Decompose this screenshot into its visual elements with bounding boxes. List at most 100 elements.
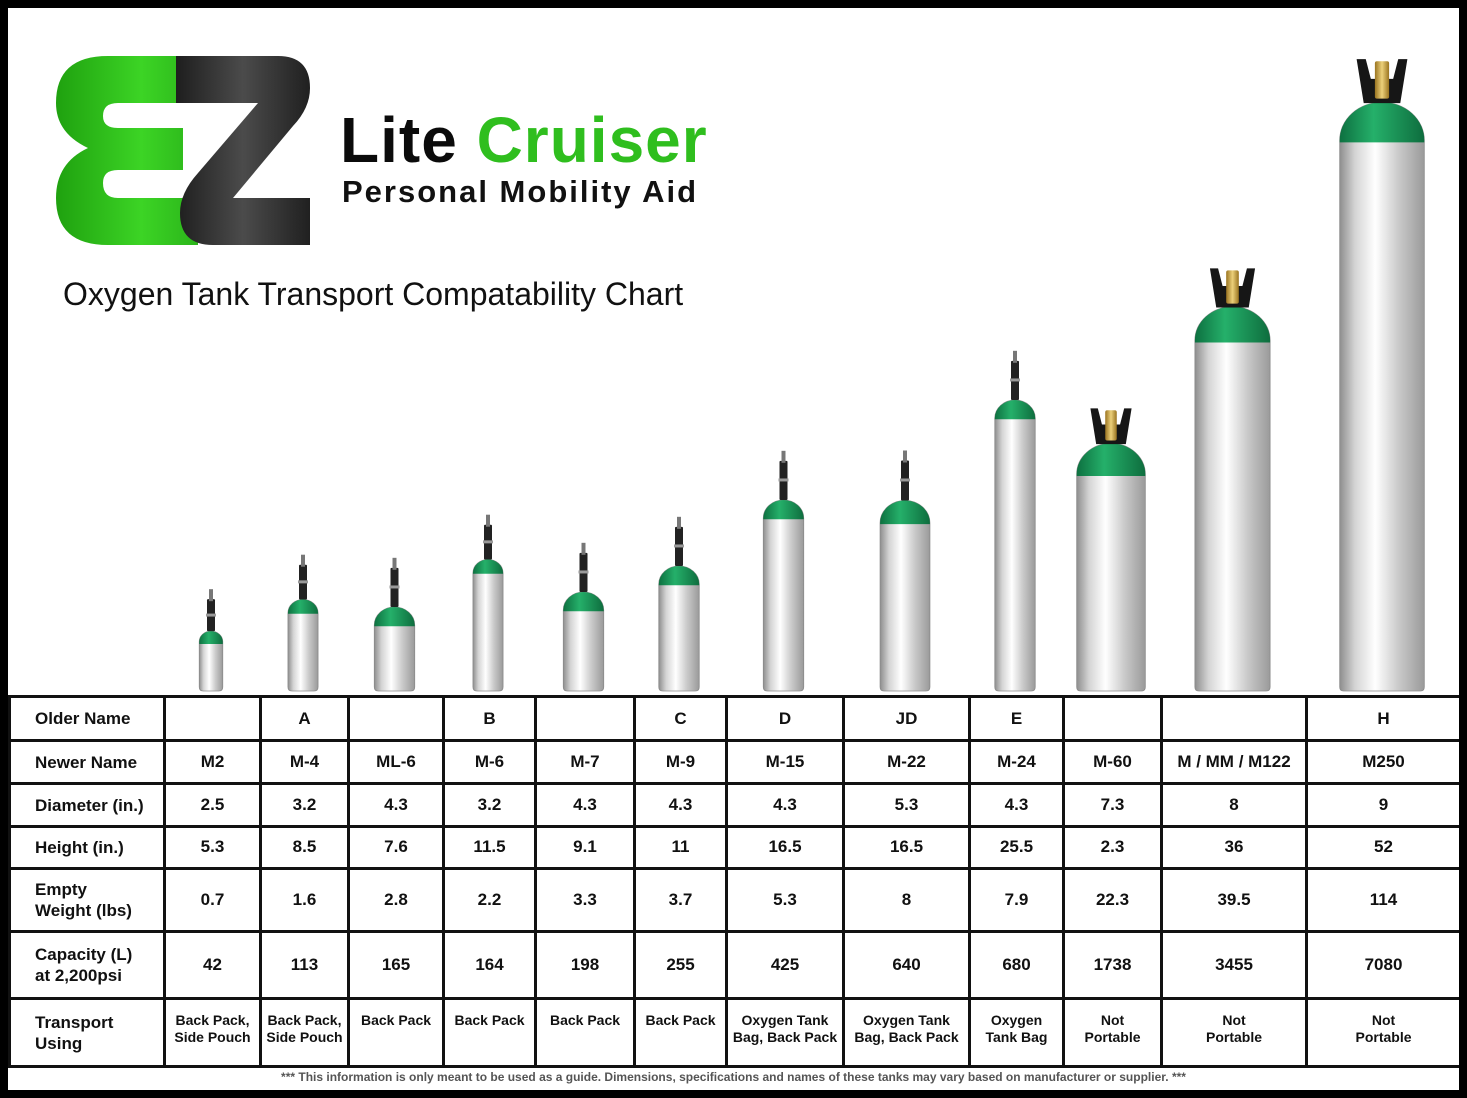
cell-height: 16.5	[842, 824, 971, 870]
cell-weight: 114	[1305, 866, 1459, 934]
cell-diameter: 9	[1305, 782, 1459, 828]
cell-older	[534, 694, 636, 743]
cell-transport: Back Pack	[347, 996, 445, 1069]
cell-weight: 1.6	[259, 866, 350, 934]
cell-newer: M-7	[534, 739, 636, 786]
tank-m-6	[472, 514, 504, 692]
row-label-diameter: Diameter (in.)	[8, 782, 166, 828]
transport-line: Bag, Back Pack	[854, 1028, 959, 1045]
row-label-transport: Transport Using	[8, 996, 166, 1069]
tank-m250	[1339, 59, 1425, 692]
transport-line: Bag, Back Pack	[732, 1028, 838, 1045]
valve-stem	[677, 516, 681, 529]
cell-height: 9.1	[534, 824, 636, 870]
transport-line: Back Pack	[645, 1011, 716, 1028]
tank-cap	[658, 566, 700, 586]
tank-body	[472, 559, 504, 692]
valve-ring	[389, 585, 400, 589]
cell-older	[1160, 694, 1308, 743]
tank-cap	[1076, 443, 1146, 477]
cell-diameter: 4.3	[633, 782, 728, 828]
row-label-height: Height (in.)	[8, 824, 166, 870]
row-label-line: Empty	[35, 880, 87, 900]
cell-height: 7.6	[347, 824, 445, 870]
cell-older	[1062, 694, 1163, 743]
cell-newer: M-4	[259, 739, 350, 786]
cell-newer: M2	[163, 739, 262, 786]
cell-diameter: 5.3	[842, 782, 971, 828]
cell-weight: 7.9	[968, 866, 1065, 934]
cell-newer: M-24	[968, 739, 1065, 786]
tank-body	[994, 399, 1036, 692]
chart-title: Oxygen Tank Transport Compatability Char…	[63, 276, 684, 312]
cell-diameter: 2.5	[163, 782, 262, 828]
tank-cap	[763, 500, 804, 520]
row-label-line: Capacity (L)	[35, 944, 133, 964]
cell-capacity: 1738	[1062, 930, 1163, 1000]
tank-m-22	[879, 450, 931, 692]
row-label-line: Height (in.)	[35, 837, 124, 857]
valve-stem	[781, 450, 786, 463]
valve-ring	[578, 570, 589, 574]
cell-weight: 0.7	[163, 866, 262, 934]
cell-weight: 2.2	[442, 866, 537, 934]
row-label-line: Older Name	[35, 709, 131, 729]
row-label-older: Older Name	[8, 694, 166, 743]
cell-diameter: 8	[1160, 782, 1308, 828]
cell-capacity: 640	[842, 930, 971, 1000]
cell-older: B	[442, 694, 537, 743]
cell-capacity: 680	[968, 930, 1065, 1000]
cell-transport: Back Pack	[534, 996, 636, 1069]
cell-diameter: 7.3	[1062, 782, 1163, 828]
valve-gold	[1105, 410, 1117, 441]
transport-line: Back Pack	[549, 1011, 621, 1028]
tank-body	[1194, 306, 1271, 692]
cell-transport: Not Portable	[1160, 996, 1308, 1069]
cell-older: E	[968, 694, 1065, 743]
row-label-line: Transport	[35, 1012, 114, 1032]
transport-line: Portable	[1084, 1028, 1141, 1045]
cell-transport: Oxygen Tank Bag, Back Pack	[725, 996, 845, 1069]
cell-height: 11	[633, 824, 728, 870]
cell-newer: ML-6	[347, 739, 445, 786]
tank-cap	[1339, 102, 1425, 143]
tank-body	[1339, 101, 1425, 692]
tank-cap	[563, 592, 604, 612]
valve-ring	[206, 613, 216, 617]
valve-stem	[903, 450, 907, 463]
cell-newer: M250	[1305, 739, 1459, 786]
transport-line: Portable	[1205, 1028, 1262, 1045]
valve-ring	[1010, 378, 1020, 382]
cell-diameter: 4.3	[968, 782, 1065, 828]
transport-line: Oxygen	[990, 1011, 1043, 1028]
cell-transport: Not Portable	[1062, 996, 1163, 1069]
row-label-line: Using	[35, 1033, 83, 1053]
valve-gold	[1374, 61, 1390, 99]
cell-height: 16.5	[725, 824, 845, 870]
cell-weight: 2.8	[347, 866, 445, 934]
cell-newer: M-15	[725, 739, 845, 786]
tank-m-9	[658, 516, 700, 692]
cell-height: 5.3	[163, 824, 262, 870]
transport-line: Back Pack	[360, 1011, 432, 1028]
transport-line: Back Pack,	[175, 1011, 250, 1028]
cell-height: 52	[1305, 824, 1459, 870]
row-label-line: Weight (lbs)	[35, 901, 132, 921]
tank-body	[762, 499, 805, 692]
tank-cap	[199, 631, 223, 644]
tank-m-mm-m122	[1194, 268, 1271, 692]
transport-line: Side Pouch	[174, 1028, 251, 1045]
transport-line: Tank Bag	[985, 1028, 1048, 1045]
valve-stem	[581, 542, 586, 555]
row-capacity: Capacity (L) at 2,200psi 42 113 165 164 198 255…	[8, 930, 1459, 1000]
cell-older: D	[725, 694, 845, 743]
transport-line: Not	[1100, 1011, 1125, 1028]
tank-body	[1076, 443, 1146, 692]
disclaimer: *** This information is only meant to be…	[281, 1070, 1186, 1084]
row-older: Older Name A B C D JD E H	[8, 694, 1459, 743]
cell-diameter: 3.2	[442, 782, 537, 828]
tank-m-60	[1076, 408, 1146, 692]
brand-tagline: Personal Mobility Aid	[342, 174, 699, 209]
cell-older	[163, 694, 262, 743]
cell-weight: 22.3	[1062, 866, 1163, 934]
